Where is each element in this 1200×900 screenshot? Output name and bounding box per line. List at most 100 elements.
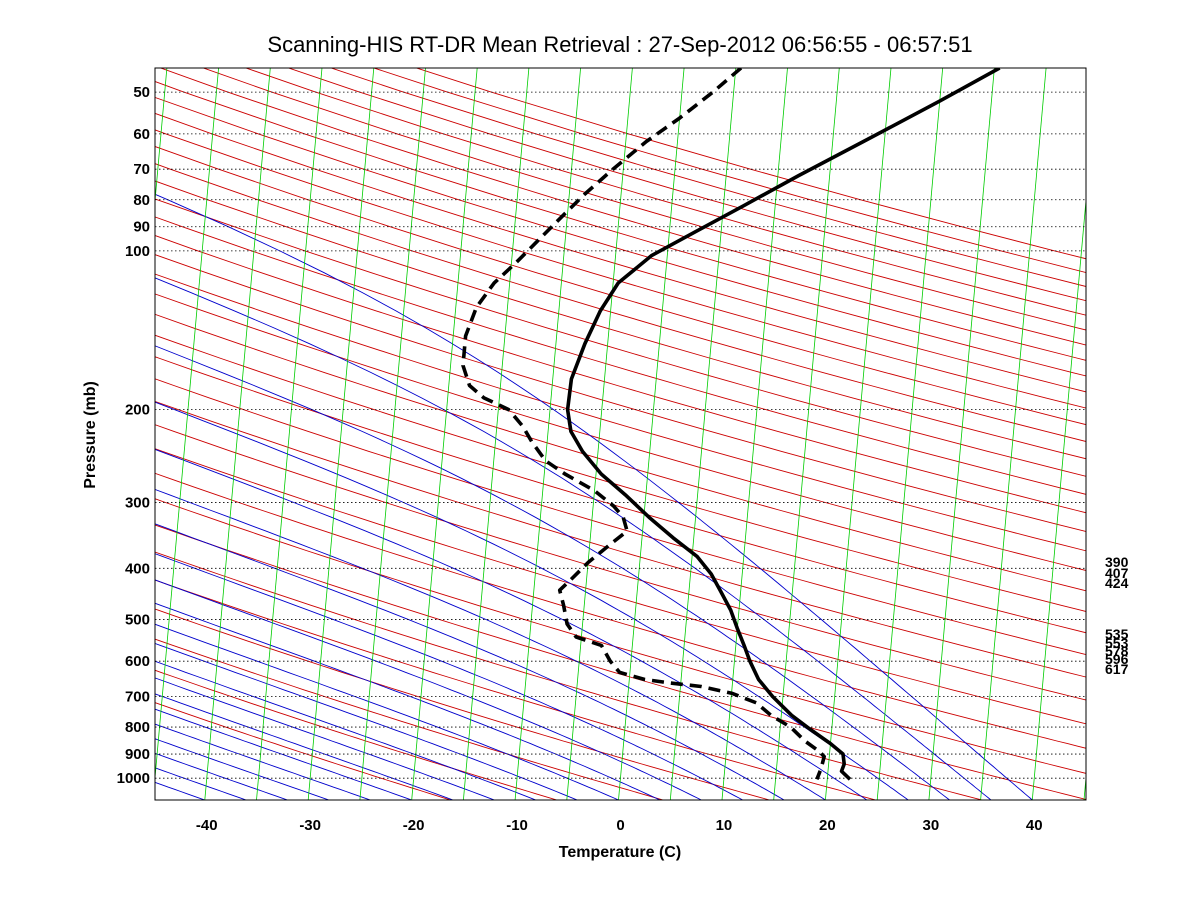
moist-adiabat-line	[155, 642, 578, 800]
dry-adiabat-line	[155, 638, 664, 800]
moist-adiabat-line	[155, 623, 619, 800]
x-tick-label: -10	[506, 817, 528, 834]
right-side-label: 617	[1105, 661, 1129, 677]
isotherm-line	[618, 68, 685, 800]
dry-adiabat-line	[155, 378, 1086, 656]
isotherm-line	[411, 68, 478, 800]
moist-adiabat-line	[155, 277, 992, 800]
x-tick-label: 40	[1026, 817, 1043, 834]
dry-adiabat-line	[155, 235, 1086, 514]
y-tick-label: 800	[125, 719, 150, 736]
y-tick-label: 500	[125, 611, 150, 628]
x-axis-label: Temperature (C)	[559, 844, 681, 861]
isotherm-line	[514, 68, 581, 800]
dry-adiabat-line	[155, 608, 770, 800]
dry-adiabat-line	[155, 313, 1086, 592]
dry-adiabat-line	[155, 293, 1086, 571]
y-tick-label: 200	[125, 402, 150, 419]
dry-adiabat-line	[155, 180, 1086, 460]
moist-adiabat-line	[155, 660, 536, 800]
isotherm-line	[155, 68, 168, 206]
isotherm-line	[1136, 41, 1200, 800]
y-tick-label: 1000	[117, 770, 150, 787]
isotherm-line	[204, 68, 271, 800]
series-layer	[461, 68, 1001, 781]
moist-adiabat-line	[155, 723, 371, 800]
x-tick-label: -20	[403, 817, 425, 834]
dry-adiabat-line	[155, 551, 983, 800]
chart-title: Scanning-HIS RT-DR Mean Retrieval : 27-S…	[267, 32, 972, 57]
dry-adiabat-line	[155, 472, 1086, 749]
y-tick-label: 400	[125, 560, 150, 577]
moist-adiabat-line	[155, 401, 909, 800]
temperature-profile-line	[565, 68, 1001, 781]
x-tick-label: 0	[616, 817, 624, 834]
dry-adiabat-line	[155, 81, 1086, 361]
x-axis-ticks: -40 -30 -20 -10 0 10 20 30 40	[196, 817, 1043, 834]
dewpoint-profile-line	[461, 68, 826, 780]
isotherm-line	[1031, 196, 1086, 800]
dry-adiabat-line	[155, 198, 1086, 477]
dry-adiabat-line	[155, 524, 1086, 800]
pressure-grid	[155, 91, 1086, 779]
isotherm-line	[566, 68, 633, 800]
dry-adiabat-line	[155, 448, 1086, 725]
isotherm-line	[155, 68, 219, 783]
y-tick-label: 90	[133, 219, 150, 236]
isotherm-line	[1083, 773, 1086, 800]
moist-adiabat-line	[155, 693, 454, 800]
dry-adiabat-line	[155, 702, 451, 800]
y-tick-label: 50	[133, 84, 150, 101]
moist-adiabat-line	[155, 752, 288, 800]
right-side-label: 553	[1105, 635, 1129, 651]
dry-adiabat-line	[202, 68, 1086, 331]
dry-adiabat-line	[155, 334, 1086, 612]
isotherm-line	[773, 68, 840, 800]
dry-adiabat-line	[155, 579, 876, 800]
moist-adiabat-line	[155, 579, 702, 800]
isotherm-line	[928, 68, 995, 800]
isotherm-line	[825, 68, 892, 800]
x-tick-label: 30	[922, 817, 939, 834]
isotherm-line	[980, 68, 1047, 800]
dry-adiabat-line	[155, 400, 1086, 678]
dry-adiabat-line	[155, 254, 1086, 532]
dry-adiabat-line	[155, 273, 1086, 552]
dry-adiabat-line	[155, 669, 557, 800]
isotherm-line	[307, 68, 375, 800]
moist-adiabat-line	[155, 523, 785, 800]
dry-adiabat-line	[155, 129, 1086, 409]
y-tick-label: 70	[133, 161, 150, 178]
moist-adiabat-line	[155, 448, 868, 800]
right-side-label: 390	[1105, 554, 1129, 570]
moist-adiabat-line	[155, 553, 743, 800]
dry-adiabat-line	[329, 68, 1086, 287]
isotherm-line	[0, 41, 66, 800]
moist-adiabat-line	[155, 193, 1033, 800]
moist-adiabat-line	[155, 602, 661, 800]
dry-adiabat-line	[244, 68, 1086, 316]
dry-adiabat-line	[372, 68, 1086, 274]
moist-adiabat-line	[155, 708, 412, 800]
dry-adiabat-line	[155, 356, 1086, 634]
right-side-label: 407	[1105, 565, 1129, 581]
dry-adiabat-line	[155, 112, 1086, 393]
dry-adiabat-line	[155, 96, 1086, 377]
right-side-label: 535	[1105, 626, 1129, 642]
dry-adiabat-line	[155, 146, 1086, 426]
dry-adiabat-line	[155, 424, 1086, 701]
moist-adiabat-line	[155, 738, 330, 800]
isotherm-line	[463, 68, 530, 800]
isotherm-line	[0, 41, 14, 800]
right-side-label: 424	[1105, 575, 1129, 591]
moist-adiabat-line	[155, 488, 826, 800]
dry-adiabat-line	[159, 68, 1086, 346]
x-tick-label: 20	[819, 817, 836, 834]
y-tick-label: 700	[125, 688, 150, 705]
dry-adiabat-line	[155, 498, 1086, 774]
isotherm-line	[721, 68, 788, 800]
dry-adiabat-line	[155, 163, 1086, 442]
right-side-label: 596	[1105, 651, 1129, 667]
